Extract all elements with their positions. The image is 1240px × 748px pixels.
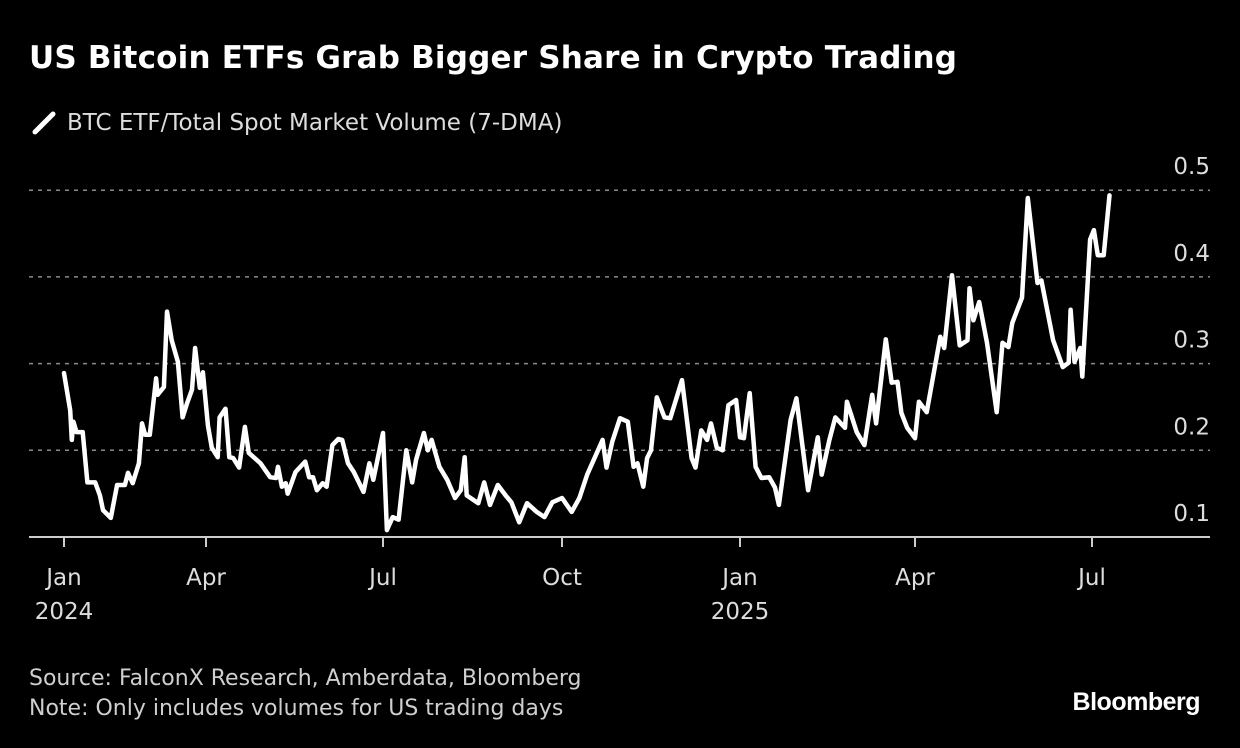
y-tick-label: 0.2 [1173,414,1210,440]
footer: Source: FalconX Research, Amberdata, Blo… [29,664,582,724]
y-tick-label: 0.3 [1173,328,1210,354]
legend-line-icon [31,110,57,136]
x-tick-label: Jul [367,565,397,591]
series-line [61,193,1112,533]
legend: BTC ETF/Total Spot Market Volume (7-DMA) [31,110,562,136]
y-tick-label: 0.1 [1173,501,1210,527]
bloomberg-logo: Bloomberg [1072,688,1201,716]
x-tick-label: Jan [720,565,757,591]
source-text: Source: FalconX Research, Amberdata, Blo… [29,666,582,691]
legend-label: BTC ETF/Total Spot Market Volume (7-DMA) [67,110,563,136]
x-tick-label: Apr [895,565,935,591]
x-tick-year-label: 2025 [711,599,770,625]
note-text: Note: Only includes volumes for US tradi… [29,696,564,721]
x-tick-label: Apr [186,565,226,591]
x-tick-year-label: 2024 [35,599,94,625]
y-tick-label: 0.4 [1173,241,1210,267]
x-tick-label: Jan [44,565,81,591]
x-tick-label: Oct [542,565,582,591]
x-tick-label: Jul [1076,565,1106,591]
y-tick-label: 0.5 [1173,154,1210,180]
chart-title: US Bitcoin ETFs Grab Bigger Share in Cry… [29,40,958,76]
